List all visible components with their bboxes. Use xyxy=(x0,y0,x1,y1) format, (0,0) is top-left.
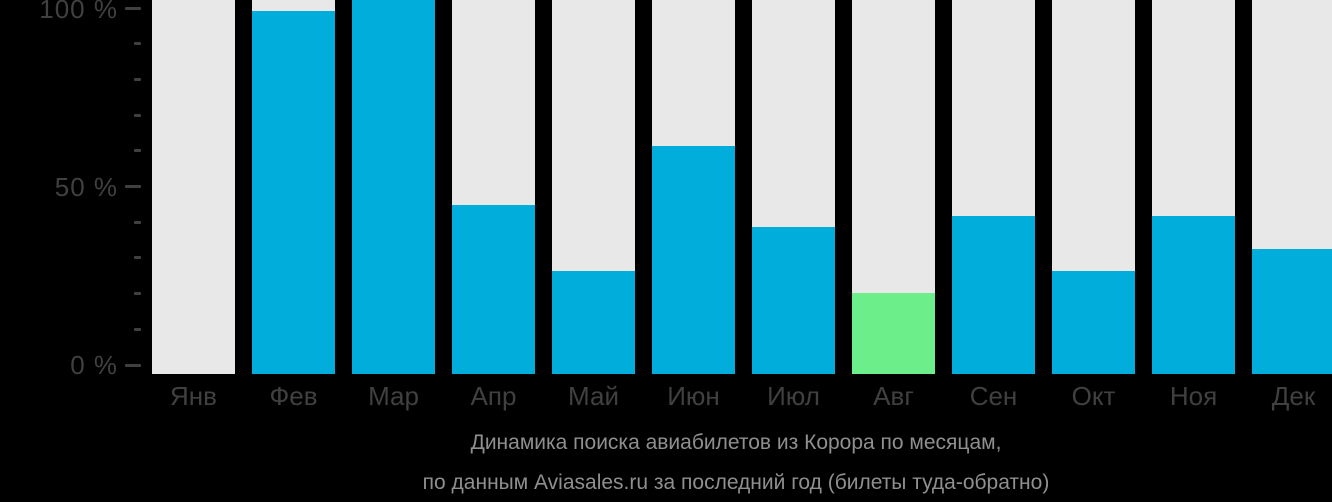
y-axis-minor-tick xyxy=(134,114,141,117)
bar-Фев xyxy=(252,11,335,374)
x-axis-label-Июн: Июн xyxy=(667,381,720,411)
x-axis-label-Мар: Мар xyxy=(368,381,419,411)
bar-Сен xyxy=(952,216,1035,374)
y-axis-major-tick xyxy=(125,364,141,367)
bar-Дек xyxy=(1252,249,1332,374)
y-axis-major-tick xyxy=(125,7,141,10)
bar-Ноя xyxy=(1152,216,1235,374)
x-axis-label-Авг: Авг xyxy=(873,381,914,411)
x-axis-label-Апр: Апр xyxy=(470,381,517,411)
bar-Апр xyxy=(452,205,535,374)
x-axis-label-Сен: Сен xyxy=(969,381,1018,411)
y-axis-label-50: 50 % xyxy=(54,172,118,202)
y-axis-label-0: 0 % xyxy=(70,350,118,380)
bar-Мар xyxy=(352,0,435,374)
chart-subtitle: по данным Aviasales.ru за последний год … xyxy=(422,471,1050,494)
y-axis-minor-tick xyxy=(134,328,141,331)
y-axis-minor-tick xyxy=(134,149,141,152)
x-axis-label-Фев: Фев xyxy=(269,381,318,411)
x-axis-label-Окт: Окт xyxy=(1071,381,1116,411)
y-axis-minor-tick xyxy=(134,42,141,45)
chart-title: Динамика поиска авиабилетов из Корора по… xyxy=(470,431,1002,454)
bar-Июн xyxy=(652,146,735,374)
chart-caption: Динамика поиска авиабилетов из Корора по… xyxy=(140,423,1332,502)
y-axis-label-100: 100 % xyxy=(39,0,118,24)
x-axis-label-Май: Май xyxy=(568,381,619,411)
x-axis-label-Дек: Дек xyxy=(1271,381,1316,411)
bar-Авг xyxy=(852,293,935,374)
x-axis-label-Ноя: Ноя xyxy=(1169,381,1218,411)
bar-track-Янв xyxy=(152,0,235,374)
bar-Июл xyxy=(752,227,835,374)
y-axis-minor-tick xyxy=(134,256,141,259)
bar-Окт xyxy=(1052,271,1135,374)
y-axis-major-tick xyxy=(125,185,141,188)
y-axis-minor-tick xyxy=(134,78,141,81)
y-axis-minor-tick xyxy=(134,221,141,224)
bar-Май xyxy=(552,271,635,374)
x-axis-label-Янв: Янв xyxy=(170,381,217,411)
y-axis-minor-tick xyxy=(134,292,141,295)
x-axis-label-Июл: Июл xyxy=(767,381,820,411)
